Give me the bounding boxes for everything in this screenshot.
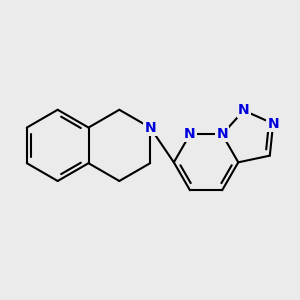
Text: N: N [184,128,196,141]
Text: N: N [238,103,250,118]
Text: N: N [144,121,156,135]
Text: N: N [216,128,228,141]
Text: N: N [267,117,279,130]
